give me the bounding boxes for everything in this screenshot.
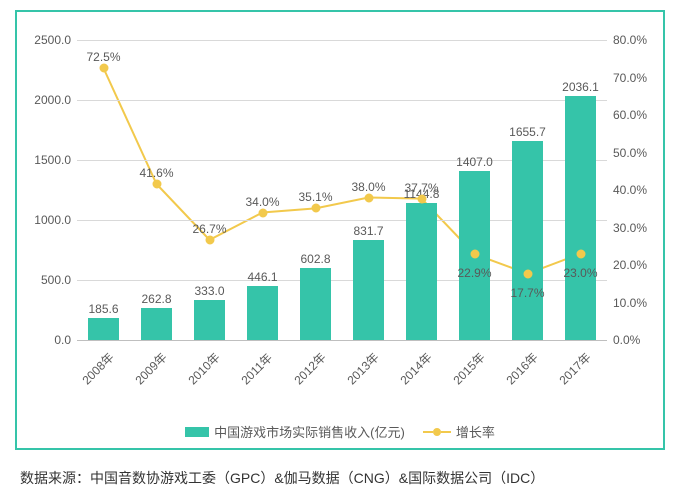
x-tick: 2008年 bbox=[78, 349, 117, 388]
line-marker bbox=[576, 249, 585, 258]
bar bbox=[406, 203, 437, 340]
bar bbox=[88, 318, 119, 340]
plot-area: 0.0500.01000.01500.02000.02500.00.0%10.0… bbox=[77, 40, 607, 340]
x-tick: 2016年 bbox=[502, 349, 541, 388]
line-marker bbox=[470, 250, 479, 259]
y-right-tick: 0.0% bbox=[607, 333, 640, 347]
line-marker bbox=[311, 204, 320, 213]
legend-item-line: 增长率 bbox=[423, 422, 495, 441]
bar bbox=[247, 286, 278, 340]
legend: 中国游戏市场实际销售收入(亿元) 增长率 bbox=[17, 422, 663, 441]
bar-swatch-icon bbox=[185, 427, 209, 437]
x-tick: 2011年 bbox=[237, 349, 276, 388]
x-tick: 2015年 bbox=[449, 349, 488, 388]
grid-line bbox=[77, 100, 607, 101]
bar bbox=[300, 268, 331, 340]
line-value-label: 17.7% bbox=[510, 286, 544, 300]
bar bbox=[141, 308, 172, 340]
grid-line bbox=[77, 340, 607, 341]
bar-value-label: 185.6 bbox=[88, 302, 118, 316]
y-right-tick: 70.0% bbox=[607, 71, 647, 85]
bar-value-label: 446.1 bbox=[247, 270, 277, 284]
line-marker bbox=[258, 208, 267, 217]
y-left-tick: 1000.0 bbox=[34, 213, 77, 227]
line-swatch-icon bbox=[423, 428, 451, 436]
line-marker bbox=[523, 269, 532, 278]
bar bbox=[353, 240, 384, 340]
legend-item-bar: 中国游戏市场实际销售收入(亿元) bbox=[185, 422, 405, 441]
line-value-label: 23.0% bbox=[563, 266, 597, 280]
bar-value-label: 602.8 bbox=[300, 252, 330, 266]
bar-value-label: 333.0 bbox=[194, 284, 224, 298]
bar bbox=[512, 141, 543, 340]
source-text-content: 数据来源：中国音数协游戏工委（GPC）&伽马数据（CNG）&国际数据公司（IDC… bbox=[20, 470, 544, 486]
grid-line bbox=[77, 40, 607, 41]
y-left-tick: 0.0 bbox=[54, 333, 77, 347]
line-value-label: 35.1% bbox=[298, 190, 332, 204]
line-value-label: 34.0% bbox=[245, 195, 279, 209]
bar-value-label: 1655.7 bbox=[509, 125, 546, 139]
chart-frame: 0.0 500.0 1000.0 1500.0 2000.0 2500.0 0.0% 10.0… bbox=[15, 10, 665, 450]
source-text: 数据来源：中国音数协游戏工委（GPC）&伽马数据（CNG）&国际数据公司（IDC… bbox=[20, 468, 544, 488]
y-left-tick: 1500.0 bbox=[34, 153, 77, 167]
legend-label-line: 增长率 bbox=[456, 422, 495, 441]
line-value-label: 26.7% bbox=[192, 222, 226, 236]
x-tick: 2010年 bbox=[184, 349, 223, 388]
bar bbox=[194, 300, 225, 340]
y-left-tick: 2000.0 bbox=[34, 93, 77, 107]
x-tick: 2014年 bbox=[396, 349, 435, 388]
line-value-label: 72.5% bbox=[86, 50, 120, 64]
bar-value-label: 1407.0 bbox=[456, 155, 493, 169]
x-tick: 2013年 bbox=[343, 349, 382, 388]
y-right-tick: 50.0% bbox=[607, 146, 647, 160]
bar-value-label: 262.8 bbox=[141, 292, 171, 306]
line-marker bbox=[99, 64, 108, 73]
chart-container: 0.0 500.0 1000.0 1500.0 2000.0 2500.0 0.0% 10.0… bbox=[0, 0, 679, 500]
x-tick: 2009年 bbox=[131, 349, 170, 388]
line-marker bbox=[205, 235, 214, 244]
y-right-tick: 10.0% bbox=[607, 296, 647, 310]
line-marker bbox=[152, 180, 161, 189]
y-right-tick: 30.0% bbox=[607, 221, 647, 235]
line-value-label: 41.6% bbox=[139, 166, 173, 180]
bar bbox=[565, 96, 596, 340]
line-marker bbox=[364, 193, 373, 202]
line-value-label: 38.0% bbox=[351, 180, 385, 194]
y-left-tick: 2500.0 bbox=[34, 33, 77, 47]
x-tick: 2017年 bbox=[555, 349, 594, 388]
y-right-tick: 80.0% bbox=[607, 33, 647, 47]
x-tick: 2012年 bbox=[290, 349, 329, 388]
y-right-tick: 20.0% bbox=[607, 258, 647, 272]
bar-value-label: 2036.1 bbox=[562, 80, 599, 94]
bar-value-label: 831.7 bbox=[353, 224, 383, 238]
line-marker bbox=[417, 194, 426, 203]
line-value-label: 37.7% bbox=[404, 181, 438, 195]
y-right-tick: 40.0% bbox=[607, 183, 647, 197]
legend-label-bar: 中国游戏市场实际销售收入(亿元) bbox=[214, 422, 405, 441]
line-value-label: 22.9% bbox=[457, 266, 491, 280]
y-right-tick: 60.0% bbox=[607, 108, 647, 122]
y-left-tick: 500.0 bbox=[41, 273, 77, 287]
